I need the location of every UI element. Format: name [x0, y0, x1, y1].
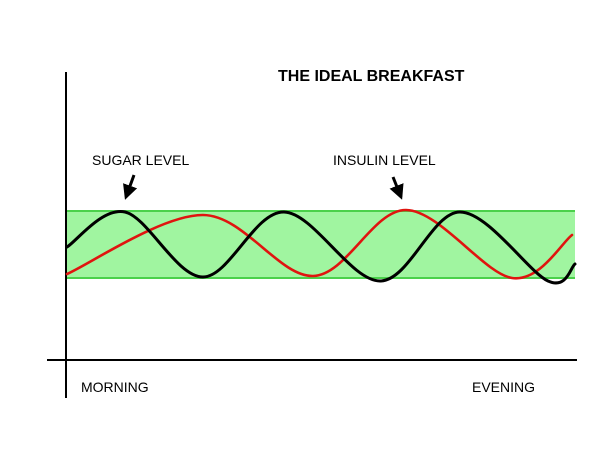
sugar-level-curve [65, 210, 577, 285]
diagram-title: THE IDEAL BREAKFAST [278, 68, 465, 85]
target-range-band [67, 211, 575, 278]
insulin-label-arrow [389, 176, 404, 200]
x-axis-end-label: EVENING [472, 379, 535, 395]
sugar-level-label: SUGAR LEVEL [92, 152, 189, 168]
sugar-label-arrow [123, 174, 138, 200]
x-axis-start-label: MORNING [81, 379, 149, 395]
insulin-level-label: INSULIN LEVEL [333, 152, 436, 168]
